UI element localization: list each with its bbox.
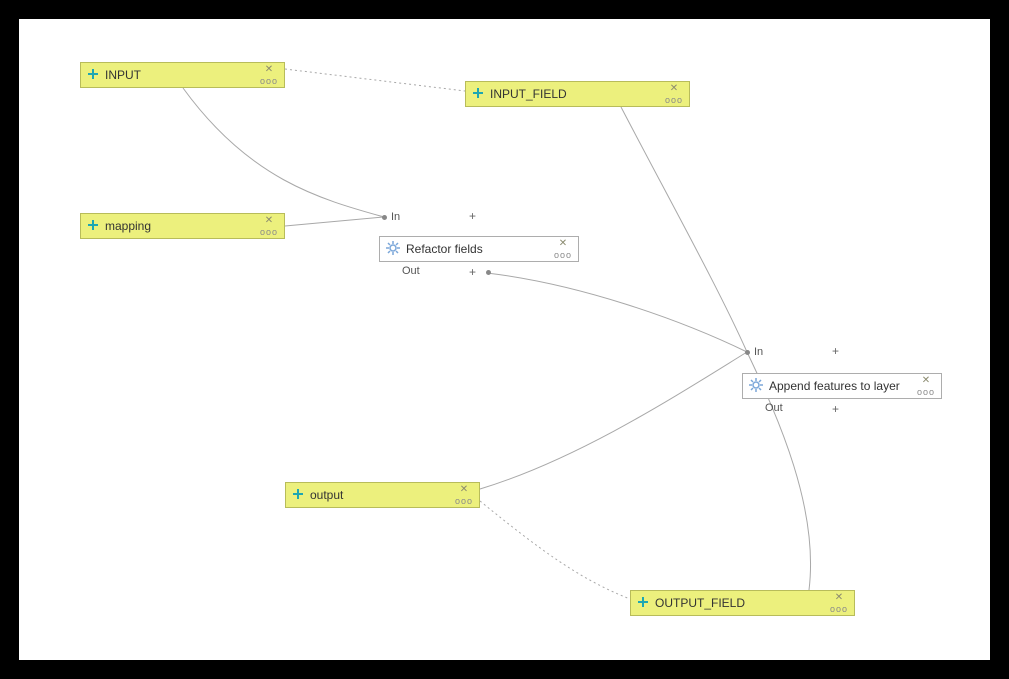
refactor-out-plus[interactable]: + [469, 265, 491, 279]
refactor-in-plus[interactable]: + [469, 209, 476, 223]
close-icon[interactable]: ✕ [670, 84, 678, 94]
menu-icon[interactable]: ooo [665, 96, 683, 105]
menu-icon[interactable]: ooo [830, 605, 848, 614]
node-label: mapping [105, 219, 254, 233]
node-label: Refactor fields [406, 242, 548, 256]
port-dot [745, 350, 750, 355]
refactor-in-port[interactable]: In [382, 211, 400, 223]
close-icon[interactable]: ✕ [460, 485, 468, 495]
append-in-plus[interactable]: + [832, 344, 839, 358]
close-icon[interactable]: ✕ [835, 593, 843, 603]
plus-icon [87, 219, 99, 234]
node-label: INPUT_FIELD [490, 87, 659, 101]
refactor-out-port[interactable]: Out [402, 265, 420, 277]
node-label: OUTPUT_FIELD [655, 596, 824, 610]
close-icon[interactable]: ✕ [265, 65, 273, 75]
node-mapping[interactable]: mapping ✕ ooo [80, 213, 285, 239]
port-label: In [391, 211, 400, 223]
plus-icon [637, 596, 649, 611]
plus-icon [472, 87, 484, 102]
gear-icon [749, 378, 763, 395]
append-out-port[interactable]: Out [765, 402, 783, 414]
close-icon[interactable]: ✕ [265, 216, 273, 226]
plus-icon: + [832, 402, 839, 416]
node-append-features[interactable]: Append features to layer ✕ ooo [742, 373, 942, 399]
gear-icon [386, 241, 400, 258]
close-icon[interactable]: ✕ [922, 376, 930, 386]
menu-icon[interactable]: ooo [455, 497, 473, 506]
connections-layer [19, 19, 990, 660]
port-label: In [754, 346, 763, 358]
port-dot [382, 215, 387, 220]
append-out-plus[interactable]: + [832, 402, 839, 416]
menu-icon[interactable]: ooo [260, 228, 278, 237]
port-dot [486, 270, 491, 275]
plus-icon [87, 68, 99, 83]
menu-icon[interactable]: ooo [917, 388, 935, 397]
node-label: Append features to layer [769, 379, 911, 393]
node-output[interactable]: output ✕ ooo [285, 482, 480, 508]
diagram-canvas[interactable]: INPUT ✕ ooo INPUT_FIELD ✕ ooo mapping ✕ … [19, 19, 990, 660]
node-output-field[interactable]: OUTPUT_FIELD ✕ ooo [630, 590, 855, 616]
plus-icon: + [469, 209, 476, 223]
plus-icon [292, 488, 304, 503]
port-label: Out [765, 402, 783, 414]
node-input[interactable]: INPUT ✕ ooo [80, 62, 285, 88]
menu-icon[interactable]: ooo [554, 251, 572, 260]
close-icon[interactable]: ✕ [559, 239, 567, 249]
node-input-field[interactable]: INPUT_FIELD ✕ ooo [465, 81, 690, 107]
plus-icon: + [832, 344, 839, 358]
node-refactor-fields[interactable]: Refactor fields ✕ ooo [379, 236, 579, 262]
node-label: INPUT [105, 68, 254, 82]
menu-icon[interactable]: ooo [260, 77, 278, 86]
node-label: output [310, 488, 449, 502]
plus-icon: + [469, 265, 476, 279]
append-in-port[interactable]: In [745, 346, 763, 358]
port-label: Out [402, 265, 420, 277]
